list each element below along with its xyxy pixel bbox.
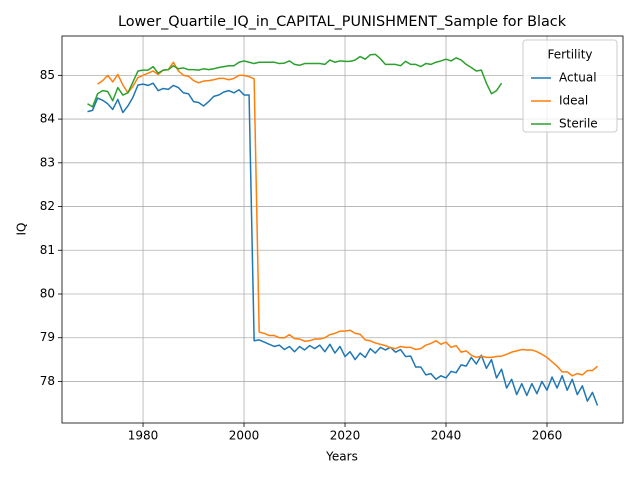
legend-label: Ideal	[559, 94, 588, 108]
legend-label: Actual	[559, 71, 597, 85]
x-tick-label: 2040	[431, 429, 462, 443]
x-axis-label: Years	[325, 450, 358, 464]
data-line	[87, 53, 503, 108]
data-line	[87, 82, 599, 406]
x-tick-label: 2000	[229, 429, 260, 443]
y-tick-label: 81	[40, 243, 55, 257]
lines	[87, 53, 599, 406]
y-tick-label: 79	[40, 330, 55, 344]
y-tick-label: 80	[40, 287, 55, 301]
y-axis-label: IQ	[15, 223, 29, 236]
x-tick-label: 2020	[330, 429, 361, 443]
data-line	[97, 61, 598, 377]
y-tick-label: 82	[40, 199, 55, 213]
grid	[62, 36, 623, 423]
x-tick-label: 2060	[532, 429, 563, 443]
plot-frame	[61, 35, 624, 424]
y-tick-label: 85	[40, 68, 55, 82]
chart-title: Lower_Quartile_IQ_in_CAPITAL_PUNISHMENT_…	[118, 14, 567, 30]
x-tick-label: 1980	[128, 429, 159, 443]
y-tick-label: 83	[40, 155, 55, 169]
legend-title: Fertility	[547, 48, 592, 62]
y-tick-label: 84	[40, 112, 55, 126]
legend-box	[522, 39, 618, 133]
y-tick-label: 78	[40, 374, 55, 388]
legend: Fertility Actual Ideal Sterile	[522, 39, 618, 133]
legend-label: Sterile	[559, 117, 598, 131]
axes: 1980 2000 2020 2040 2060 78 79 80 81 82 83 84 85	[40, 68, 563, 443]
